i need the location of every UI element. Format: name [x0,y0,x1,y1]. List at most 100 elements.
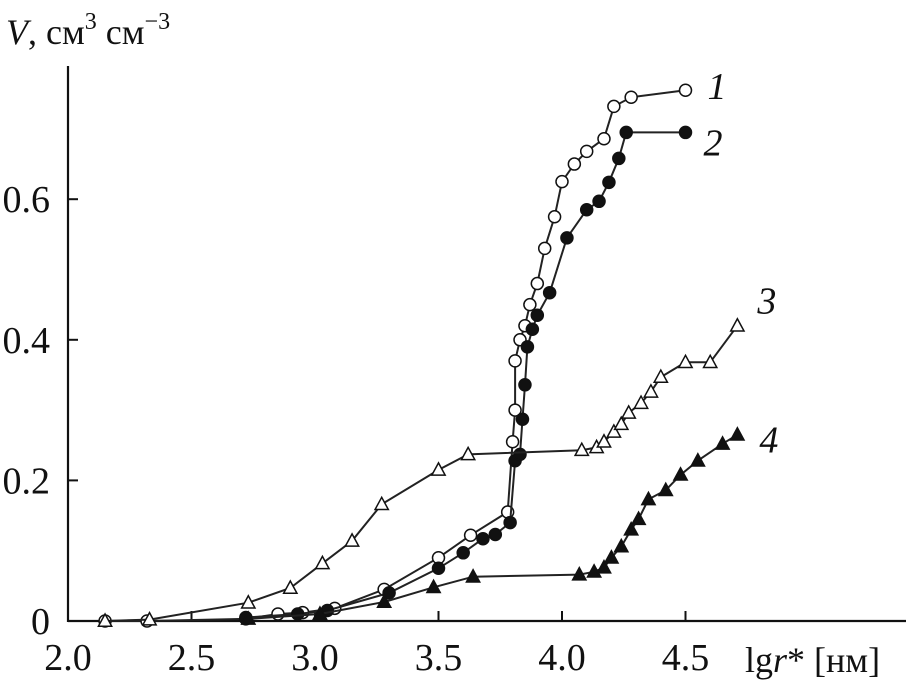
series-1-point [508,403,522,417]
series-3-point [430,461,447,476]
series-1-point [463,528,478,542]
series-4-point [729,426,746,441]
series-2-point [525,322,540,337]
series-1-point [624,90,638,105]
series-1-point [505,434,520,449]
series-1-point [547,210,562,224]
series-2-point [678,125,693,140]
x-axis-title: lgr* [нм] [745,640,880,680]
y-axis-exp-1: 3 [85,9,97,35]
series-1-point [607,99,621,114]
series-3-point [141,611,158,626]
series-3-point [97,612,113,627]
series-2-point [513,447,527,462]
series-1-point [537,241,552,256]
series-4-label: 4 [759,420,778,462]
series-2-point [290,607,305,621]
series-4-point [586,563,603,578]
series-1-line [105,89,686,622]
series-2-point [602,175,616,190]
series-4-point [240,610,257,625]
series-2-label: 2 [704,122,723,164]
series-1-label: 1 [708,66,727,108]
series-1-point [523,297,537,312]
labels-layer: 1 2 3 4 [704,66,779,461]
series-2-point [560,231,574,245]
series-1-point [555,174,569,189]
x-axis-prefix: lg [745,640,773,680]
series-3 [97,317,746,627]
y-axis-title: V, см3 см−3 [6,9,170,52]
series-2-point [592,194,606,209]
series-4-point [613,537,630,553]
series-2-point [619,125,633,140]
x-tick-label: 3.5 [415,637,463,679]
series-2-point [579,202,594,217]
series-1-point [530,276,545,291]
series-4-point [312,605,328,620]
y-axis-unit-2: см [97,12,145,52]
series-4-point [465,568,481,583]
series-3-point [596,433,612,448]
series-2-point [518,378,532,392]
series-1-point [271,607,285,621]
series-4-point [714,435,731,450]
x-tick-label: 2.0 [44,637,92,679]
x-tick-label: 4.0 [538,637,586,679]
ticks-layer: 2.0 2.5 3.0 3.5 4.0 4.5 0 0.2 0.4 0.6 [3,179,710,679]
series-3-label: 3 [756,281,776,323]
series-3-point [702,353,719,369]
series-4 [240,426,746,625]
series-4-point [425,578,442,594]
series-1-point [508,354,522,368]
series-3-point [314,554,331,570]
series-2-point [542,285,557,300]
x-axis-var: r [773,640,788,680]
series-4-point [623,521,640,536]
series-3-point [729,317,746,332]
series-4-point [640,490,657,506]
series-2-point [382,586,396,600]
series-1-point [567,157,582,171]
series-2-point [431,561,446,576]
series-3-point [573,441,590,457]
series-1-point [678,83,693,97]
series-3-point [240,594,257,609]
series-2-point [520,340,535,354]
y-tick-label: 0.2 [3,460,51,502]
series-3-point [605,423,622,438]
series-4-point [657,481,674,497]
series-3-point [613,415,630,431]
x-axis-suffix: * [нм] [787,640,880,680]
y-axis-exp-2: −3 [145,9,171,35]
series-3-point [344,532,360,547]
series-2-point [476,531,490,546]
series-2-point [488,527,503,542]
series-4-point [603,549,620,564]
series-3-point [620,404,637,419]
y-axis-var: V [6,12,32,52]
series-3-point [677,353,694,369]
series-4-point [672,466,689,481]
series-1-point [579,144,594,159]
series-4-line [248,433,738,620]
series-4-point [596,558,612,574]
series-1-point [597,131,611,146]
series-4-point [630,510,647,526]
series-4-point [571,566,588,581]
x-tick-label: 3.0 [291,637,339,679]
series-2-point [612,151,626,166]
y-tick-label: 0.4 [3,320,51,362]
series-2-point [530,308,545,322]
series-4-point [376,593,393,609]
x-tick-label: 4.5 [662,637,710,679]
series-3-point [652,368,669,384]
series-3-point [460,445,477,461]
y-tick-label: 0.6 [3,179,51,221]
series-3-point [633,394,649,410]
series-layer [97,83,746,628]
series-2 [239,125,693,625]
series-2-point [456,546,470,560]
series-3-point [643,383,659,398]
